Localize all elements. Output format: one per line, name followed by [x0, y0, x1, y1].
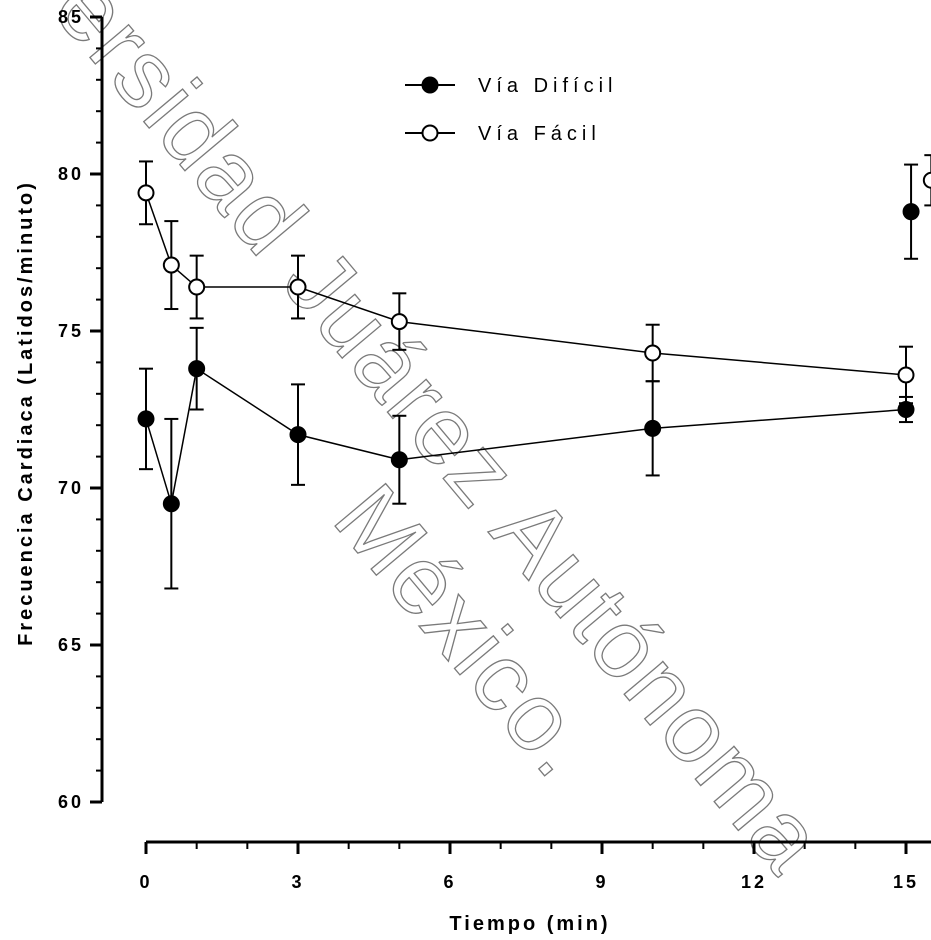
legend: Vía Difícil Vía Fácil: [405, 75, 617, 145]
x-axis-title: Tiempo (min): [449, 913, 610, 935]
axes: 60 65 70 75 80 85 0 3 6 9 12 15: [58, 7, 931, 892]
x-tick-label: 6: [443, 872, 456, 892]
x-tick-label: 9: [595, 872, 608, 892]
via-facil-point: [644, 344, 662, 362]
via-dificil-point: [644, 419, 662, 437]
via-facil-point: [897, 366, 915, 384]
y-tick-label: 80: [58, 164, 84, 184]
x-tick-label: 12: [741, 872, 767, 892]
y-tick-label: 70: [58, 478, 84, 498]
via-dificil-point: [897, 401, 915, 418]
via-facil-point: [137, 184, 155, 202]
legend-label: Vía Difícil: [478, 75, 617, 97]
via-facil-point: [162, 256, 180, 274]
via-dificil-point: [390, 451, 408, 469]
via-dificil-point: [162, 495, 180, 513]
x-tick-label: 15: [893, 872, 919, 892]
x-tick-label: 3: [291, 872, 304, 892]
legend-item: Vía Difícil: [405, 75, 617, 97]
via-dificil-point: [902, 203, 920, 221]
y-tick-label: 60: [58, 792, 84, 812]
legend-marker: [421, 124, 439, 142]
y-tick-label: 85: [58, 7, 84, 27]
legend-marker: [421, 76, 439, 94]
y-axis-title: Frecuencia Cardiaca (Latidos/minuto): [15, 180, 37, 646]
via-facil-point: [289, 278, 307, 296]
legend-label: Vía Fácil: [478, 123, 601, 145]
via-facil-point: [390, 313, 408, 331]
via-facil-point: [188, 278, 206, 296]
via-dificil-point: [289, 426, 307, 444]
x-tick-label: 0: [139, 872, 152, 892]
legend-item: Vía Fácil: [405, 123, 601, 145]
via-facil-point: [922, 171, 931, 189]
y-tick-label: 65: [58, 635, 84, 655]
via-dificil-point: [188, 360, 206, 378]
y-tick-label: 75: [58, 321, 84, 341]
via-dificil-point: [137, 410, 155, 428]
series-via-facil: [137, 154, 931, 405]
series-layer: [137, 154, 931, 590]
